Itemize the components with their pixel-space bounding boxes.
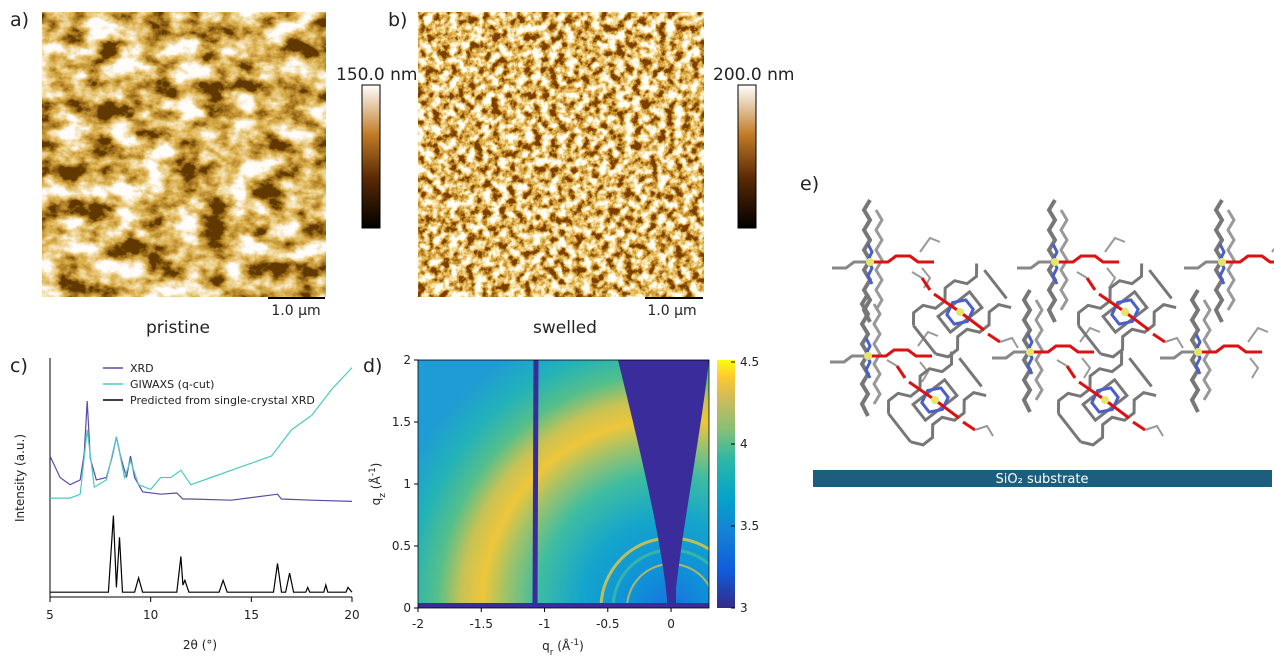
panel-label: a) (10, 9, 29, 31)
detector-gap (535, 360, 536, 608)
page: a) 150.0 nm 1.0 µm pristine b) 200.0 nm … (0, 0, 1274, 658)
legend-label: XRD (130, 362, 154, 375)
x-tick-label: -1.5 (470, 617, 493, 631)
x-tick-label: -2 (412, 617, 424, 631)
colorbar-tick-label: 3 (740, 601, 748, 615)
y-tick-label: 2 (403, 353, 411, 367)
colorbar-tick-label: 4.5 (740, 355, 759, 369)
scale-bar-label: 1.0 µm (647, 303, 696, 319)
molecule (1072, 262, 1183, 362)
colorbar (362, 85, 380, 228)
molecule (882, 350, 993, 450)
series-line (50, 516, 352, 593)
afm-image (418, 12, 704, 297)
substrate-label: SiO₂ substrate (996, 472, 1089, 487)
x-tick-label: 15 (244, 608, 259, 622)
colorbar (717, 360, 735, 608)
panel-label: d) (363, 355, 382, 377)
colorbar-tick-label: 3.5 (740, 519, 759, 533)
molecule (1184, 200, 1274, 322)
y-tick-label: 0.5 (392, 539, 411, 553)
panel-label: b) (388, 9, 407, 31)
caption: swelled (533, 318, 597, 338)
label-part: -1 (570, 638, 579, 648)
x-tick-label: -1 (539, 617, 551, 631)
label-part: q (542, 639, 550, 653)
panel-label: c) (10, 355, 28, 377)
x-tick-label: -0.5 (596, 617, 619, 631)
x-tick-label: 0 (667, 617, 675, 631)
label-part: (Å (553, 638, 570, 653)
molecular-structure (830, 200, 1274, 450)
y-axis-label: qz (Å-1) (368, 463, 388, 506)
legend-label: GIWAXS (q-cut) (130, 378, 214, 391)
label-part: ) (369, 463, 383, 468)
molecule (1160, 290, 1268, 412)
molecule (832, 200, 940, 322)
scattering-map (418, 360, 741, 658)
x-axis-label: qr (Å-1) (542, 638, 584, 658)
line-plot: 5 10 15 20 XRD GIWAXS (q-cut) Predicted from s… (46, 358, 359, 622)
y-tick-label: 1 (403, 477, 411, 491)
colorbar-tick-label: 4 (740, 437, 748, 451)
y-tick-label: 0 (403, 601, 411, 615)
x-tick-label: 10 (143, 608, 158, 622)
y-axis-label: Intensity (a.u.) (13, 434, 27, 522)
colorbar (738, 85, 756, 228)
beamstop (667, 585, 676, 608)
label-part: (Å (368, 476, 383, 493)
label-part: q (369, 498, 383, 506)
y-tick-label: 1.5 (392, 415, 411, 429)
colorbar-label: 200.0 nm (713, 65, 794, 85)
label-part: -1 (368, 467, 378, 476)
panel-label: e) (800, 173, 819, 195)
afm-image (42, 12, 326, 297)
colorbar-label: 150.0 nm (336, 65, 417, 85)
horizon (418, 603, 709, 608)
x-tick-label: 20 (344, 608, 359, 622)
x-axis-label: 2θ (°) (183, 638, 217, 652)
scale-bar-label: 1.0 µm (271, 303, 320, 319)
molecule (907, 262, 1018, 362)
caption: pristine (146, 318, 210, 338)
figure: a) 150.0 nm 1.0 µm pristine b) 200.0 nm … (0, 0, 1274, 658)
molecule (1052, 350, 1163, 450)
label-part: ) (579, 639, 584, 653)
legend-label: Predicted from single-crystal XRD (130, 394, 315, 407)
x-tick-label: 5 (46, 608, 54, 622)
